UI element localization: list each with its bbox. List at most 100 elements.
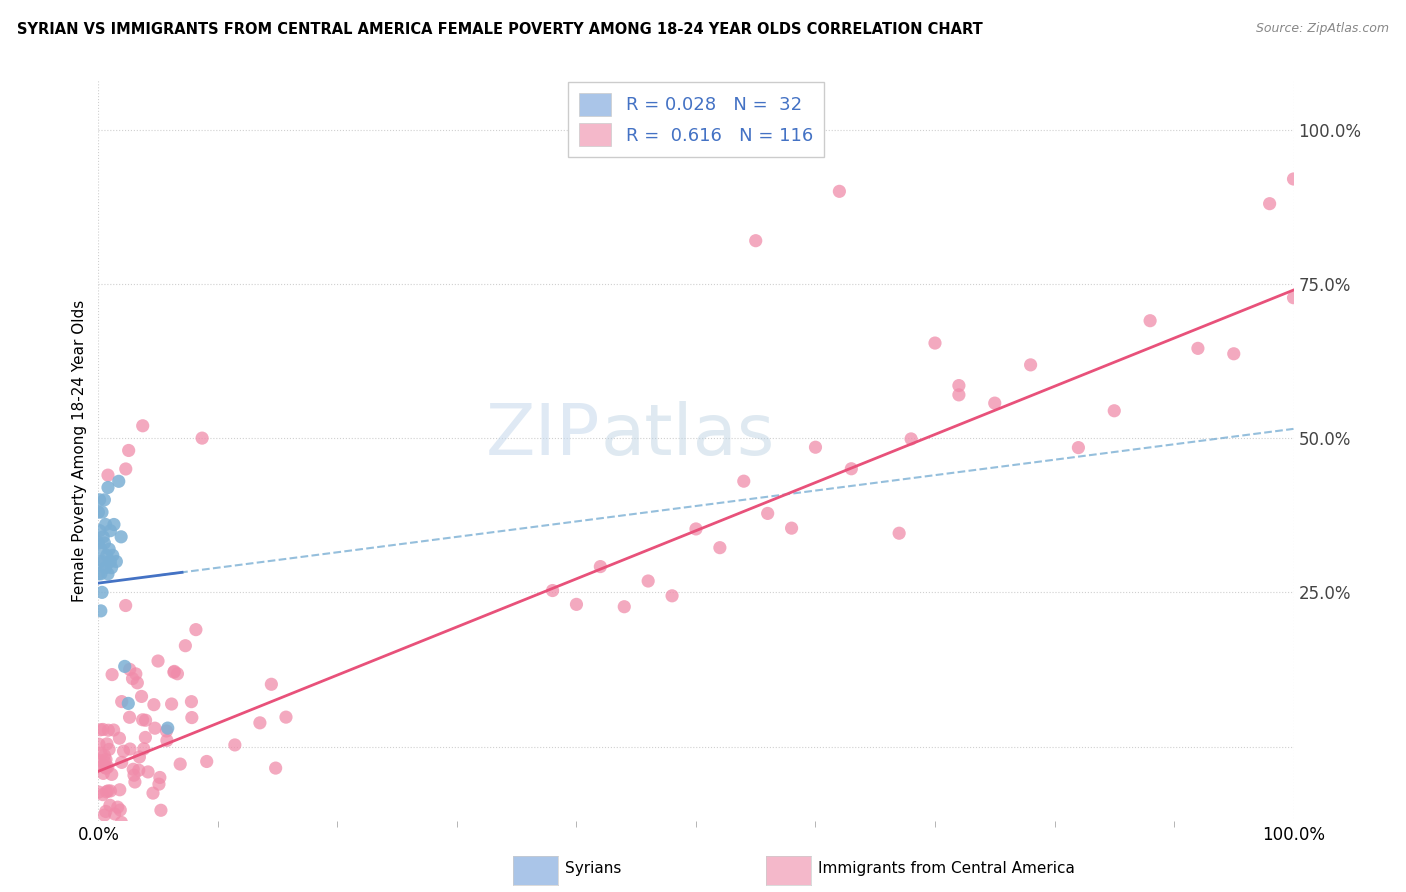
Point: [122, 768, 145, 782]
Point: [96, 761, 118, 775]
Point: [745, 234, 768, 248]
Point: [541, 583, 564, 598]
Point: [118, 710, 141, 724]
Point: [87, 566, 110, 581]
Point: [87, 785, 110, 799]
Point: [94, 755, 117, 769]
Point: [94, 752, 117, 766]
Point: [143, 721, 166, 735]
Text: Syrians: Syrians: [565, 862, 621, 876]
Point: [804, 440, 827, 454]
Point: [156, 721, 179, 735]
Point: [111, 756, 134, 770]
Point: [131, 690, 153, 704]
Point: [128, 750, 150, 764]
Text: SYRIAN VS IMMIGRANTS FROM CENTRAL AMERICA FEMALE POVERTY AMONG 18-24 YEAR OLDS C: SYRIAN VS IMMIGRANTS FROM CENTRAL AMERIC…: [17, 22, 983, 37]
Point: [108, 731, 131, 746]
Point: [100, 784, 122, 798]
Point: [169, 757, 191, 772]
Point: [184, 623, 207, 637]
Point: [122, 762, 145, 776]
Point: [93, 748, 115, 763]
Point: [98, 555, 122, 569]
Point: [100, 560, 122, 574]
Point: [135, 713, 157, 727]
Point: [98, 798, 121, 813]
Point: [96, 737, 118, 751]
Point: [110, 803, 132, 817]
Point: [112, 744, 135, 758]
Point: [91, 766, 114, 780]
Point: [163, 665, 186, 680]
Point: [111, 695, 134, 709]
Point: [94, 805, 117, 819]
Point: [118, 662, 141, 676]
Point: [260, 677, 283, 691]
Point: [565, 598, 588, 612]
Legend: R = 0.028   N =  32, R =  0.616   N = 116: R = 0.028 N = 32, R = 0.616 N = 116: [568, 82, 824, 157]
Point: [103, 723, 125, 737]
Point: [733, 474, 755, 488]
Point: [93, 536, 115, 550]
Point: [828, 185, 851, 199]
Point: [89, 754, 111, 768]
Point: [841, 462, 863, 476]
Point: [146, 654, 169, 668]
Point: [1258, 196, 1281, 211]
Point: [685, 522, 707, 536]
Point: [195, 755, 218, 769]
Point: [107, 800, 129, 814]
Point: [780, 521, 803, 535]
Point: [889, 526, 911, 541]
Point: [94, 761, 117, 775]
Point: [94, 560, 117, 574]
Point: [125, 666, 148, 681]
Point: [136, 764, 159, 779]
Point: [98, 524, 122, 538]
Point: [98, 742, 121, 756]
Point: [131, 713, 153, 727]
Point: [97, 723, 120, 738]
Point: [114, 462, 136, 476]
Point: [90, 746, 112, 760]
Point: [1104, 403, 1126, 417]
Point: [101, 667, 124, 681]
Point: [1139, 314, 1161, 328]
Point: [661, 122, 683, 136]
Point: [89, 524, 111, 538]
Point: [118, 443, 141, 458]
Point: [89, 723, 111, 737]
Point: [97, 468, 120, 483]
Point: [163, 665, 186, 679]
Point: [97, 481, 120, 495]
Point: [756, 507, 779, 521]
Point: [149, 803, 172, 817]
Point: [108, 782, 131, 797]
Text: Source: ZipAtlas.com: Source: ZipAtlas.com: [1256, 22, 1389, 36]
Point: [142, 786, 165, 800]
Point: [149, 771, 172, 785]
Point: [91, 585, 114, 599]
Point: [180, 695, 202, 709]
Point: [127, 675, 149, 690]
Point: [97, 760, 120, 774]
Point: [274, 710, 297, 724]
Point: [264, 761, 287, 775]
Text: atlas: atlas: [600, 401, 775, 470]
Point: [613, 599, 636, 614]
Point: [93, 492, 115, 507]
Point: [661, 589, 683, 603]
Point: [97, 566, 120, 581]
Point: [104, 806, 127, 821]
Point: [155, 724, 177, 739]
Point: [166, 666, 188, 681]
Point: [91, 758, 114, 772]
Point: [100, 767, 122, 781]
Point: [1187, 342, 1209, 356]
Point: [89, 555, 111, 569]
Point: [110, 815, 132, 830]
Point: [224, 738, 246, 752]
Point: [94, 517, 117, 532]
Point: [87, 536, 110, 550]
Point: [1067, 441, 1090, 455]
